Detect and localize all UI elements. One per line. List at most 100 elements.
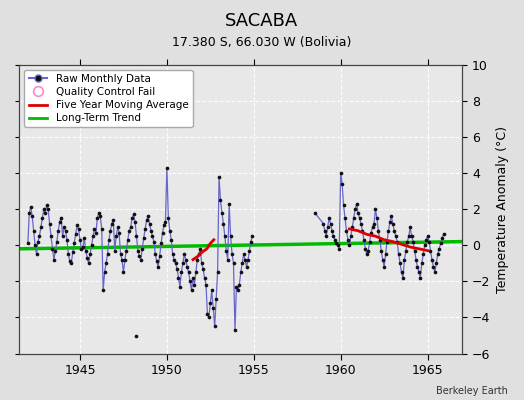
Point — [384, 228, 392, 234]
Point — [203, 311, 212, 317]
Point — [114, 224, 122, 230]
Point — [63, 236, 71, 243]
Point — [383, 238, 391, 245]
Point — [179, 260, 187, 266]
Point — [416, 274, 424, 281]
Point — [370, 220, 378, 227]
Point — [358, 228, 367, 234]
Point — [209, 305, 217, 312]
Point — [192, 269, 200, 276]
Point — [66, 258, 74, 265]
Point — [391, 233, 400, 239]
Point — [380, 264, 388, 270]
Point — [323, 224, 332, 230]
Point — [396, 260, 405, 266]
Point — [37, 224, 45, 230]
Point — [118, 256, 126, 263]
Point — [328, 228, 336, 234]
Point — [363, 251, 371, 258]
Point — [205, 314, 213, 321]
Point — [393, 238, 401, 245]
Point — [406, 224, 414, 230]
Point — [361, 246, 369, 252]
Point — [390, 228, 398, 234]
Point — [340, 202, 348, 209]
Point — [334, 242, 342, 248]
Point — [40, 206, 48, 212]
Point — [131, 218, 139, 225]
Point — [372, 206, 380, 212]
Point — [244, 256, 252, 263]
Point — [326, 220, 335, 227]
Y-axis label: Temperature Anomaly (°C): Temperature Anomaly (°C) — [496, 126, 509, 292]
Point — [138, 246, 147, 252]
Point — [310, 210, 319, 216]
Point — [428, 256, 436, 263]
Point — [97, 226, 106, 232]
Text: 17.380 S, 66.030 W (Bolivia): 17.380 S, 66.030 W (Bolivia) — [172, 36, 352, 49]
Point — [193, 256, 202, 263]
Point — [336, 170, 345, 176]
Point — [82, 248, 90, 254]
Point — [152, 258, 161, 265]
Point — [355, 215, 364, 221]
Point — [232, 284, 241, 290]
Point — [69, 249, 77, 256]
Point — [189, 274, 197, 281]
Point — [234, 287, 242, 294]
Point — [171, 260, 180, 266]
Point — [216, 197, 225, 203]
Point — [29, 228, 38, 234]
Point — [241, 256, 249, 263]
Point — [215, 173, 223, 180]
Point — [60, 224, 68, 230]
Point — [177, 269, 185, 276]
Point — [70, 240, 79, 246]
Point — [180, 251, 189, 258]
Point — [35, 233, 43, 239]
Point — [181, 256, 190, 263]
Point — [342, 228, 351, 234]
Point — [167, 236, 176, 243]
Point — [151, 251, 159, 258]
Point — [102, 260, 110, 266]
Point — [174, 274, 183, 281]
Point — [176, 284, 184, 290]
Point — [51, 248, 60, 254]
Point — [235, 282, 244, 288]
Point — [38, 215, 47, 221]
Point — [80, 235, 89, 241]
Point — [116, 251, 125, 258]
Point — [230, 260, 238, 266]
Point — [27, 204, 35, 210]
Point — [198, 260, 206, 266]
Point — [119, 269, 128, 276]
Point — [319, 220, 328, 227]
Point — [245, 248, 254, 254]
Point — [238, 260, 246, 266]
Point — [422, 236, 430, 243]
Point — [423, 233, 432, 239]
Point — [354, 210, 362, 216]
Point — [103, 251, 112, 258]
Point — [221, 233, 229, 239]
Point — [341, 215, 349, 221]
Point — [124, 236, 132, 243]
Point — [226, 233, 235, 239]
Point — [431, 269, 439, 276]
Point — [239, 251, 248, 258]
Point — [386, 218, 394, 225]
Point — [61, 228, 70, 234]
Point — [90, 226, 99, 232]
Point — [42, 202, 51, 209]
Point — [135, 253, 144, 259]
Point — [134, 248, 142, 254]
Point — [121, 256, 129, 263]
Point — [170, 256, 178, 263]
Point — [186, 278, 194, 284]
Point — [338, 180, 346, 187]
Point — [52, 238, 61, 245]
Legend: Raw Monthly Data, Quality Control Fail, Five Year Moving Average, Long-Term Tren: Raw Monthly Data, Quality Control Fail, … — [25, 70, 192, 128]
Point — [364, 248, 373, 254]
Point — [107, 220, 116, 227]
